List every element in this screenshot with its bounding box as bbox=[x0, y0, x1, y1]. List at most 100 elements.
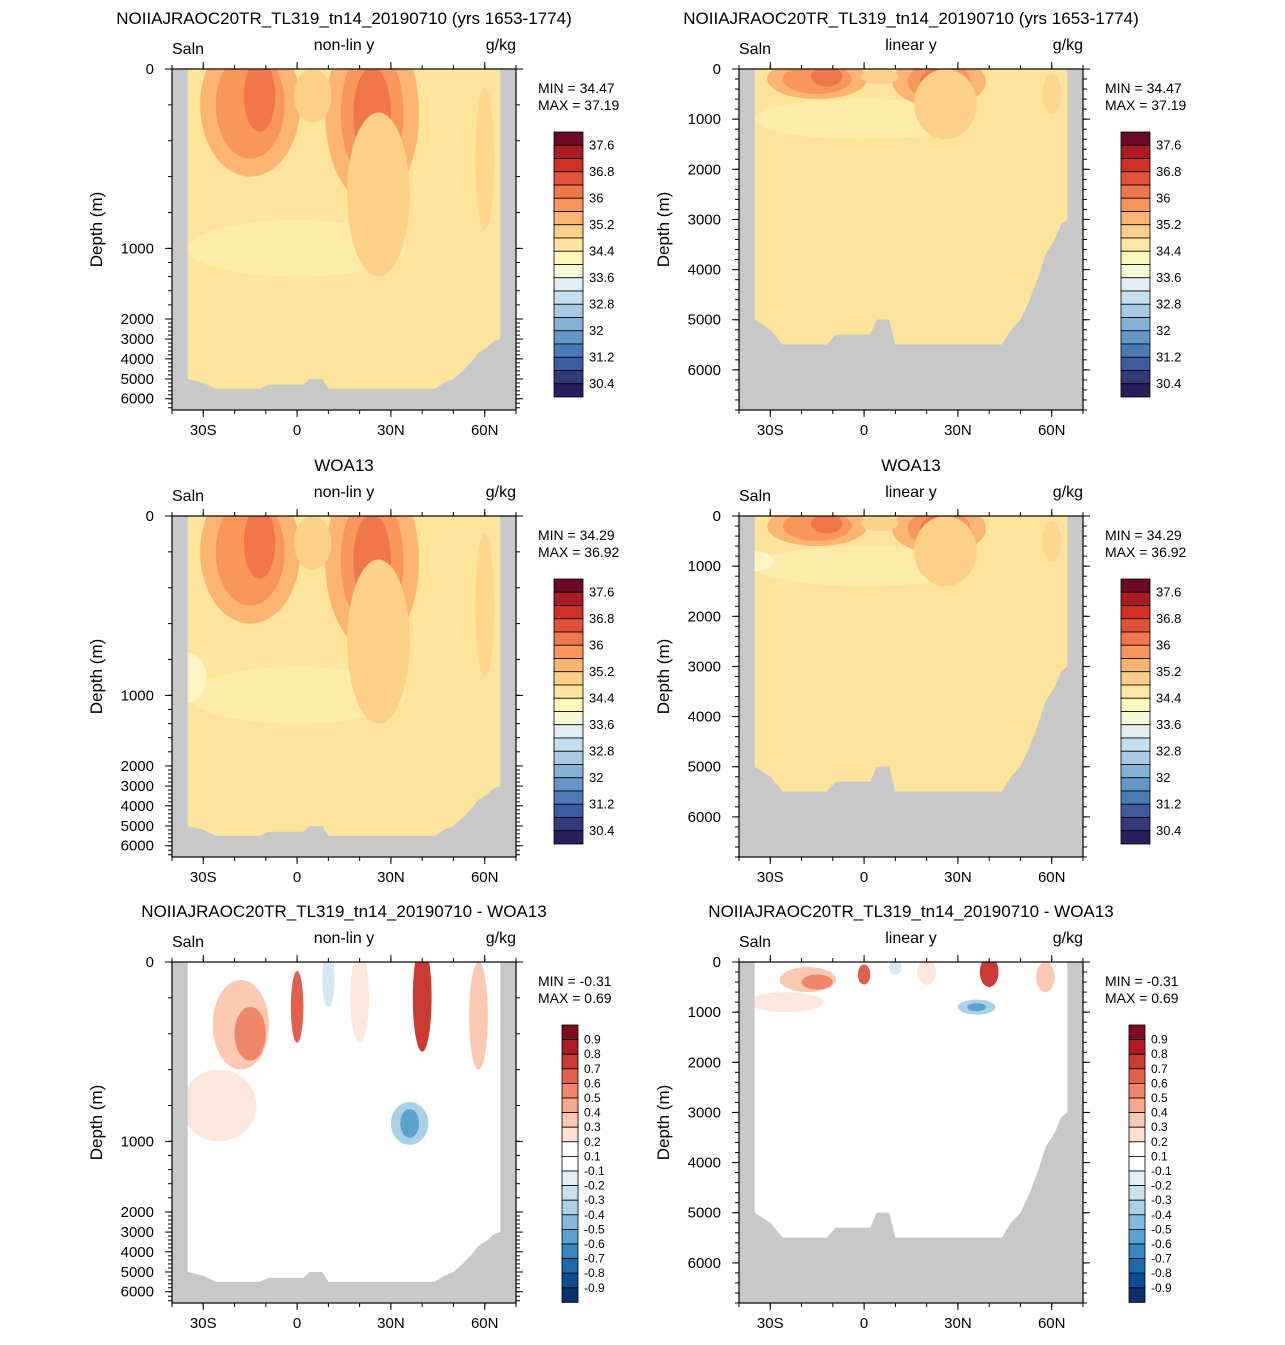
y-axis-label: Depth (m) bbox=[654, 1085, 673, 1161]
colorbar-swatch bbox=[553, 290, 584, 305]
colorbar-swatch bbox=[1120, 817, 1151, 832]
colorbar-swatch bbox=[553, 711, 584, 726]
y-tick-label: 5000 bbox=[121, 371, 154, 388]
variable-label: Saln bbox=[172, 488, 204, 505]
colorbar-label: 32.8 bbox=[589, 296, 614, 311]
colorbar-swatch bbox=[1128, 1097, 1146, 1114]
colorbar-label: -0.6 bbox=[1151, 1237, 1172, 1251]
max-label: MAX = 37.19 bbox=[1105, 97, 1187, 113]
colorbar-swatch bbox=[553, 777, 584, 792]
y-tick-label: 2000 bbox=[121, 758, 154, 775]
min-label: MIN = 34.29 bbox=[1105, 527, 1182, 543]
y-tick-label: 0 bbox=[146, 508, 154, 525]
colorbar-swatch bbox=[1120, 264, 1151, 279]
colorbar-swatch bbox=[553, 658, 584, 673]
colorbar-swatch bbox=[561, 1024, 579, 1041]
colorbar-label: -0.1 bbox=[584, 1164, 605, 1178]
x-tick-label: 30S bbox=[757, 422, 784, 439]
x-tick-label: 0 bbox=[293, 869, 301, 886]
colorbar-swatch bbox=[1128, 1170, 1146, 1187]
colorbar-swatch bbox=[1128, 1156, 1146, 1172]
weak-positive bbox=[748, 992, 824, 1013]
colorbar-label: -0.8 bbox=[584, 1266, 605, 1280]
colorbar-label: 36 bbox=[1156, 190, 1170, 205]
variable-label: Saln bbox=[172, 934, 204, 951]
y-tick-label: 6000 bbox=[121, 838, 154, 855]
max-label: MAX = 37.19 bbox=[538, 97, 620, 113]
subtropic-south-max bbox=[810, 69, 843, 87]
colorbar-swatch bbox=[561, 1156, 579, 1172]
colorbar-swatch bbox=[561, 1112, 579, 1128]
colorbar-label: -0.4 bbox=[1151, 1208, 1172, 1222]
panel-title: WOA13 bbox=[881, 456, 941, 475]
min-label: MIN = -0.31 bbox=[1105, 973, 1179, 989]
colorbar: 37.6 36.8 36 35.2 34.4 33.6 32.8 32 31.2 30.4 bbox=[553, 578, 614, 845]
panel-title: NOIIAJRAOC20TR_TL319_tn14_20190710 - WOA… bbox=[708, 902, 1113, 921]
colorbar-label: -0.1 bbox=[1151, 1164, 1172, 1178]
colorbar-swatch bbox=[553, 144, 584, 159]
colorbar-swatch bbox=[553, 356, 584, 371]
colorbar-label: -0.8 bbox=[1151, 1266, 1172, 1280]
negative-anomaly-eq bbox=[322, 962, 335, 1007]
y-tick-label: 6000 bbox=[688, 809, 721, 826]
colorbar-swatch bbox=[553, 370, 584, 385]
colorbar-label: 32 bbox=[1156, 323, 1170, 338]
equatorial bbox=[860, 516, 899, 532]
colorbar-label: 37.6 bbox=[589, 137, 614, 152]
colorbar-swatch bbox=[1128, 1287, 1146, 1303]
colorbar-label: 0.5 bbox=[584, 1091, 601, 1105]
colorbar-label: -0.5 bbox=[1151, 1222, 1172, 1236]
colorbar-label: 30.4 bbox=[1156, 376, 1181, 391]
y-tick-label: 3000 bbox=[688, 211, 721, 228]
topography bbox=[172, 69, 516, 410]
colorbar-swatch bbox=[553, 184, 584, 199]
colorbar-swatch bbox=[561, 1141, 579, 1157]
y-tick-label: 1000 bbox=[121, 687, 154, 704]
positive-anomaly-core bbox=[801, 974, 833, 990]
mediterranean-outflow bbox=[347, 112, 410, 277]
colorbar-label: 0.4 bbox=[1151, 1106, 1168, 1120]
topography bbox=[739, 516, 1083, 857]
colorbar-swatch bbox=[1128, 1243, 1146, 1260]
negative-anomaly-core bbox=[400, 1109, 420, 1138]
colorbar-swatch bbox=[553, 790, 584, 805]
negative-anomaly-core bbox=[967, 1003, 987, 1012]
colorbar-label: 30.4 bbox=[589, 823, 614, 838]
topography bbox=[172, 962, 516, 1303]
colorbar-label: -0.7 bbox=[1151, 1252, 1172, 1266]
weak-positive bbox=[181, 1069, 257, 1142]
colorbar-swatch bbox=[1120, 144, 1151, 159]
colorbar-swatch bbox=[553, 264, 584, 279]
colorbar-swatch bbox=[561, 1097, 579, 1114]
positive-anomaly-core bbox=[234, 1006, 266, 1061]
y-tick-label: 1000 bbox=[121, 240, 154, 257]
north-tongue bbox=[475, 86, 495, 231]
min-label: MIN = 34.47 bbox=[1105, 80, 1182, 96]
colorbar-swatch bbox=[561, 1068, 579, 1084]
colorbar-swatch bbox=[1120, 578, 1151, 593]
colorbar-label: 0.9 bbox=[1151, 1033, 1168, 1047]
colorbar-swatch bbox=[1128, 1229, 1146, 1245]
y-axis-label: Depth (m) bbox=[87, 639, 106, 715]
y-tick-label: 0 bbox=[713, 954, 721, 971]
max-label: MAX = 36.92 bbox=[1105, 544, 1187, 560]
y-tick-label: 3000 bbox=[121, 331, 154, 348]
colorbar-swatch bbox=[1120, 303, 1151, 318]
colorbar-swatch bbox=[561, 1185, 579, 1201]
mediterranean-outflow bbox=[347, 559, 410, 724]
y-tick-label: 5000 bbox=[121, 818, 154, 835]
colorbar-label: 32 bbox=[1156, 770, 1170, 785]
y-tick-label: 5000 bbox=[688, 1205, 721, 1222]
colorbar-label: 32.8 bbox=[589, 743, 614, 758]
colorbar-swatch bbox=[1120, 737, 1151, 752]
units-label: g/kg bbox=[1053, 37, 1083, 54]
max-label: MAX = 0.69 bbox=[538, 990, 612, 1006]
colorbar-swatch bbox=[1120, 671, 1151, 686]
colorbar-label: 0.4 bbox=[584, 1106, 601, 1120]
colorbar-swatch bbox=[553, 343, 584, 358]
y-tick-label: 5000 bbox=[688, 759, 721, 776]
y-tick-label: 6000 bbox=[121, 1284, 154, 1301]
colorbar-label: 36 bbox=[589, 190, 603, 205]
axis-mode-label: linear y bbox=[885, 930, 937, 947]
units-label: g/kg bbox=[486, 930, 516, 947]
